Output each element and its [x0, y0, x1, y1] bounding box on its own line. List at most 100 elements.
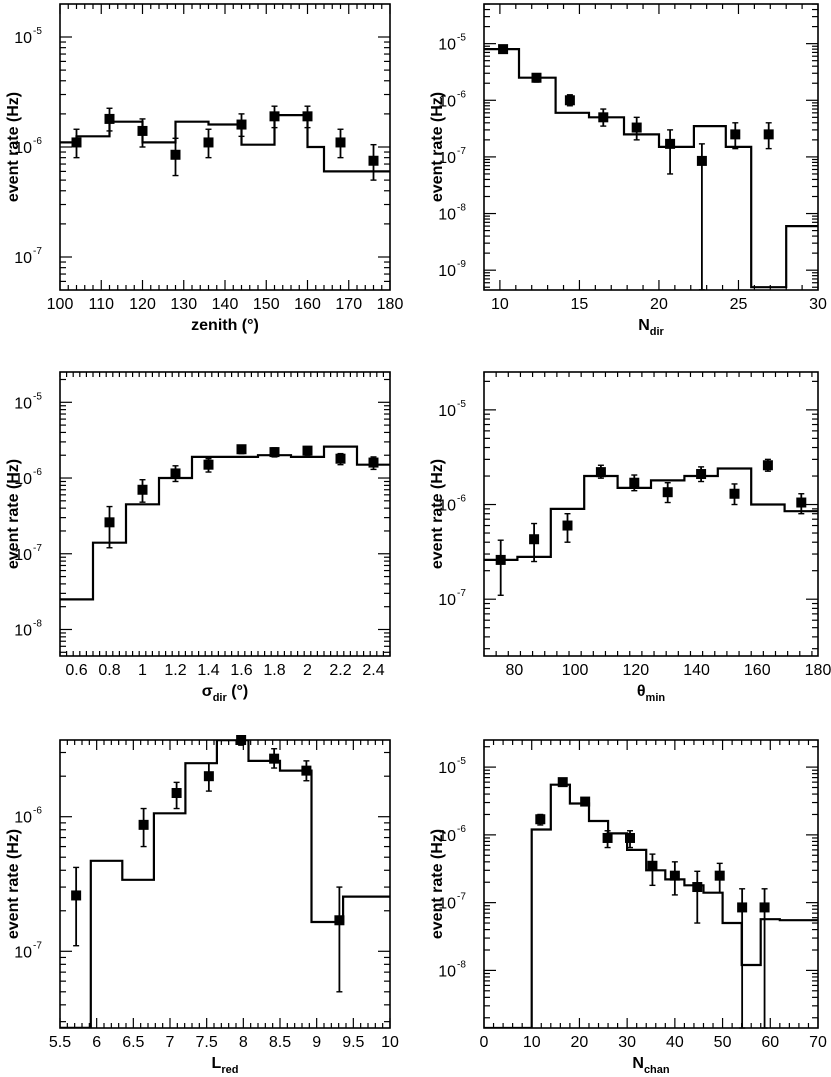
data-marker — [301, 765, 312, 776]
data-point — [595, 464, 606, 479]
data-marker — [104, 517, 115, 528]
data-marker — [170, 468, 181, 479]
data-marker — [763, 129, 774, 140]
data-marker — [759, 902, 770, 913]
y-tick-label: 10 — [14, 810, 32, 827]
y-tick-label: 10 — [14, 30, 32, 47]
x-axis-title-main: N — [638, 317, 650, 334]
data-marker — [236, 119, 247, 130]
y-tick-label: 10 — [438, 207, 456, 224]
data-marker — [696, 469, 707, 480]
data-point — [170, 465, 181, 483]
data-point — [236, 444, 247, 455]
data-point — [696, 466, 707, 483]
data-point — [629, 474, 640, 492]
x-tick-label: 9 — [312, 1034, 321, 1051]
y-tick-label: 10 — [14, 622, 32, 639]
data-point — [269, 748, 280, 769]
y-tick-label: 10 — [14, 250, 32, 267]
x-tick-label: 110 — [88, 296, 114, 313]
y-tick-exponent: -5 — [457, 33, 466, 44]
data-point — [368, 143, 379, 181]
y-tick-exponent: -6 — [457, 494, 466, 505]
x-tick-label: 6 — [92, 1034, 101, 1051]
data-marker — [762, 460, 773, 471]
y-tick-exponent: -7 — [33, 246, 42, 257]
data-marker — [138, 819, 149, 830]
data-marker — [269, 111, 280, 122]
data-marker — [647, 860, 658, 871]
data-point — [631, 116, 642, 141]
x-tick-label: 8 — [239, 1034, 248, 1051]
y-tick-label: 10 — [14, 140, 32, 157]
data-point — [625, 830, 636, 849]
data-marker — [302, 111, 313, 122]
y-tick-exponent: -5 — [457, 399, 466, 410]
data-marker — [602, 832, 613, 843]
x-tick-label: 10 — [523, 1034, 541, 1051]
data-marker — [269, 447, 280, 458]
x-tick-label: 9.5 — [342, 1034, 364, 1051]
x-tick-label: 10 — [381, 1034, 399, 1051]
y-tick-label: 10 — [14, 471, 32, 488]
data-point — [236, 113, 247, 138]
x-tick-label: 8.5 — [269, 1034, 291, 1051]
plot-frame — [59, 739, 391, 1029]
data-marker — [562, 520, 573, 531]
x-axis-title-main: σ — [202, 683, 213, 700]
data-point — [762, 458, 773, 472]
data-marker — [203, 771, 214, 782]
data-marker — [236, 444, 247, 455]
x-tick-label: 100 — [562, 662, 589, 679]
data-marker — [137, 484, 148, 495]
data-point — [737, 888, 748, 1029]
x-tick-label: 20 — [571, 1034, 589, 1051]
x-tick-label: 120 — [129, 296, 156, 313]
x-tick-label: 50 — [714, 1034, 732, 1051]
x-tick-label: 0.6 — [65, 662, 87, 679]
y-tick-exponent: -6 — [33, 467, 42, 478]
data-point — [335, 128, 346, 159]
y-tick-label: 10 — [438, 963, 456, 980]
data-marker — [669, 870, 680, 881]
y-tick-exponent: -7 — [457, 146, 466, 157]
data-point — [729, 483, 740, 506]
x-tick-label: 5.5 — [49, 1034, 71, 1051]
y-tick-label: 10 — [438, 896, 456, 913]
x-tick-label: 1 — [138, 662, 147, 679]
y-tick-exponent: -7 — [457, 588, 466, 599]
x-axis-title: Lred — [212, 1055, 239, 1076]
x-tick-label: 80 — [505, 662, 523, 679]
data-point — [71, 866, 82, 947]
x-tick-label: 150 — [253, 296, 280, 313]
data-marker — [104, 113, 115, 124]
x-tick-label: 140 — [212, 296, 239, 313]
data-marker — [692, 882, 703, 893]
x-tick-label: 7.5 — [196, 1034, 218, 1051]
y-tick-label: 10 — [438, 263, 456, 280]
y-tick-exponent: -6 — [33, 136, 42, 147]
x-axis-title: Nchan — [632, 1055, 670, 1076]
x-tick-label: 180 — [805, 662, 831, 679]
data-marker — [557, 777, 568, 788]
y-tick-label: 10 — [438, 498, 456, 515]
data-marker — [662, 487, 673, 498]
y-tick-exponent: -8 — [33, 618, 42, 629]
data-marker — [696, 155, 707, 166]
x-tick-label: 15 — [571, 296, 589, 313]
data-point — [368, 456, 379, 471]
y-tick-exponent: -8 — [457, 959, 466, 970]
data-point — [598, 108, 609, 127]
plot-frame — [483, 739, 819, 1029]
data-point — [714, 862, 725, 894]
x-tick-label: 2.2 — [329, 662, 351, 679]
x-tick-label: 30 — [618, 1034, 636, 1051]
x-tick-label: 160 — [294, 296, 321, 313]
data-marker — [580, 796, 591, 807]
data-marker — [665, 138, 676, 149]
data-point — [138, 807, 149, 848]
y-tick-label: 10 — [438, 403, 456, 420]
x-axis-title-subscript: red — [221, 1064, 238, 1076]
